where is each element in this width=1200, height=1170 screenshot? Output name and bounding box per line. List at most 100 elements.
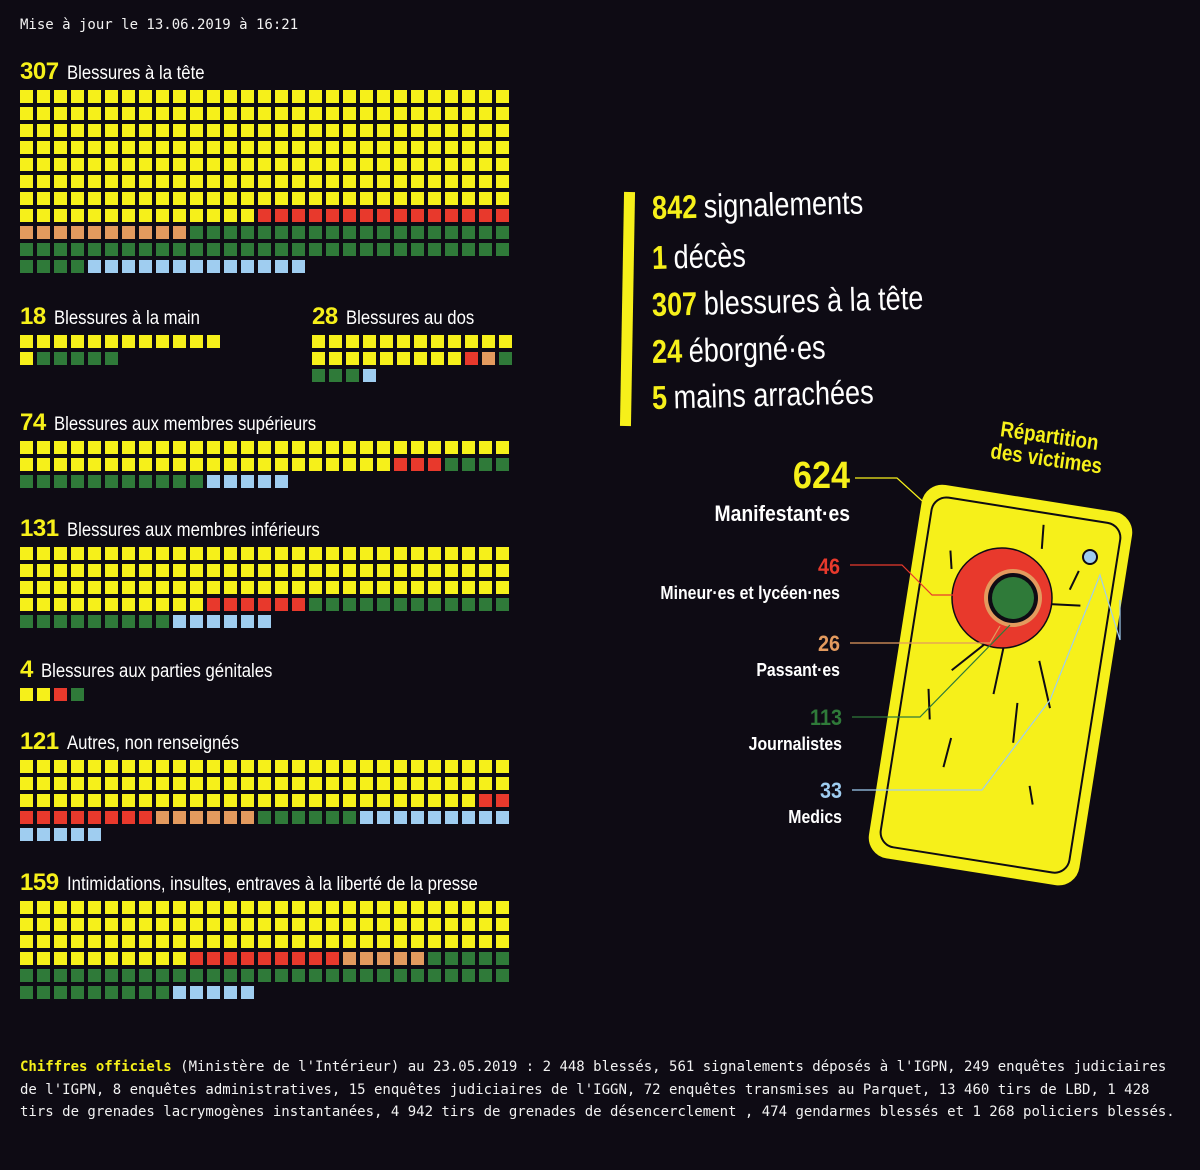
- waffle-square-journalistes: [377, 598, 390, 611]
- waffle-square-manifestants: [122, 107, 135, 120]
- waffle-square-manifestants: [54, 901, 67, 914]
- waffle-square-journalistes: [258, 969, 271, 982]
- waffle-square-manifestants: [71, 209, 84, 222]
- waffle-square-manifestants: [105, 107, 118, 120]
- waffle-square-manifestants: [411, 901, 424, 914]
- waffle-square-journalistes: [54, 475, 67, 488]
- waffle-square-passants: [139, 226, 152, 239]
- waffle-square-manifestants: [173, 90, 186, 103]
- waffle-square-manifestants: [309, 192, 322, 205]
- waffle-square-journalistes: [207, 969, 220, 982]
- waffle-square-manifestants: [207, 564, 220, 577]
- waffle-square-manifestants: [445, 901, 458, 914]
- waffle-square-manifestants: [156, 794, 169, 807]
- waffle-square-passants: [88, 226, 101, 239]
- waffle-category-title: 131 Blessures aux membres inférieurs: [20, 515, 354, 543]
- waffle-square-manifestants: [224, 581, 237, 594]
- waffle-square-manifestants: [224, 777, 237, 790]
- waffle-square-manifestants: [156, 777, 169, 790]
- waffle-square-manifestants: [445, 192, 458, 205]
- waffle-square-medics: [445, 811, 458, 824]
- waffle-square-journalistes: [326, 226, 339, 239]
- waffle-square-passants: [20, 226, 33, 239]
- waffle-square-manifestants: [309, 935, 322, 948]
- waffle-square-mineurs: [292, 209, 305, 222]
- waffle-square-manifestants: [71, 794, 84, 807]
- waffle-square-manifestants: [292, 175, 305, 188]
- waffle-square-manifestants: [139, 158, 152, 171]
- leader-medics: [852, 573, 1121, 791]
- waffle-square-medics: [360, 811, 373, 824]
- victim-label: Passant·es: [756, 660, 840, 680]
- waffle-square-mineurs: [462, 209, 475, 222]
- waffle-square-manifestants: [326, 90, 339, 103]
- waffle-square-manifestants: [71, 918, 84, 931]
- waffle-square-manifestants: [54, 794, 67, 807]
- waffle-square-journalistes: [360, 226, 373, 239]
- waffle-square-manifestants: [37, 441, 50, 454]
- waffle-square-manifestants: [37, 158, 50, 171]
- waffle-square-journalistes: [71, 986, 84, 999]
- waffle-square-manifestants: [360, 794, 373, 807]
- waffle-square-manifestants: [479, 581, 492, 594]
- waffle-square-manifestants: [37, 598, 50, 611]
- waffle-square-manifestants: [479, 547, 492, 560]
- waffle-square-manifestants: [428, 441, 441, 454]
- waffle-square-mineurs: [241, 952, 254, 965]
- waffle-square-manifestants: [37, 918, 50, 931]
- waffle-square-manifestants: [241, 458, 254, 471]
- waffle-square-manifestants: [411, 564, 424, 577]
- waffle-square-manifestants: [360, 564, 373, 577]
- waffle-square-manifestants: [258, 581, 271, 594]
- waffle-square-manifestants: [394, 760, 407, 773]
- waffle-square-manifestants: [479, 564, 492, 577]
- waffle-square-manifestants: [37, 777, 50, 790]
- waffle-square-manifestants: [37, 458, 50, 471]
- waffle-square-mineurs: [326, 952, 339, 965]
- waffle-square-manifestants: [275, 458, 288, 471]
- waffle-square-mineurs: [292, 952, 305, 965]
- waffle-square-manifestants: [54, 90, 67, 103]
- waffle-category-title: 28 Blessures au dos: [312, 303, 491, 331]
- waffle-square-manifestants: [462, 441, 475, 454]
- waffle-square-journalistes: [105, 969, 118, 982]
- waffle-square-manifestants: [496, 124, 509, 137]
- waffle-square-manifestants: [105, 952, 118, 965]
- waffle-square-manifestants: [241, 141, 254, 154]
- waffle-square-manifestants: [258, 192, 271, 205]
- waffle-square-manifestants: [88, 141, 101, 154]
- waffle-square-manifestants: [173, 918, 186, 931]
- waffle-square-manifestants: [207, 141, 220, 154]
- waffle-square-manifestants: [479, 107, 492, 120]
- waffle-square-manifestants: [224, 935, 237, 948]
- waffle-square-journalistes: [428, 969, 441, 982]
- waffle-square-manifestants: [445, 935, 458, 948]
- waffle-square-manifestants: [37, 564, 50, 577]
- waffle-square-manifestants: [377, 458, 390, 471]
- waffle-square-journalistes: [71, 243, 84, 256]
- waffle-square-manifestants: [105, 175, 118, 188]
- waffle-square-journalistes: [20, 615, 33, 628]
- waffle-grid: [20, 901, 533, 1003]
- waffle-square-manifestants: [37, 760, 50, 773]
- waffle-square-journalistes: [139, 243, 152, 256]
- waffle-square-manifestants: [445, 107, 458, 120]
- waffle-square-manifestants: [326, 581, 339, 594]
- waffle-square-manifestants: [139, 918, 152, 931]
- waffle-square-journalistes: [496, 243, 509, 256]
- waffle-square-manifestants: [54, 598, 67, 611]
- waffle-square-manifestants: [105, 935, 118, 948]
- waffle-square-manifestants: [88, 192, 101, 205]
- waffle-square-journalistes: [224, 226, 237, 239]
- waffle-square-journalistes: [156, 475, 169, 488]
- category-label: Autres, non renseignés: [66, 733, 239, 754]
- waffle-square-manifestants: [139, 441, 152, 454]
- waffle-square-journalistes: [462, 952, 475, 965]
- waffle-square-passants: [173, 226, 186, 239]
- waffle-square-passants: [482, 352, 495, 365]
- waffle-square-manifestants: [258, 158, 271, 171]
- waffle-square-manifestants: [462, 935, 475, 948]
- waffle-square-manifestants: [275, 441, 288, 454]
- waffle-square-manifestants: [156, 107, 169, 120]
